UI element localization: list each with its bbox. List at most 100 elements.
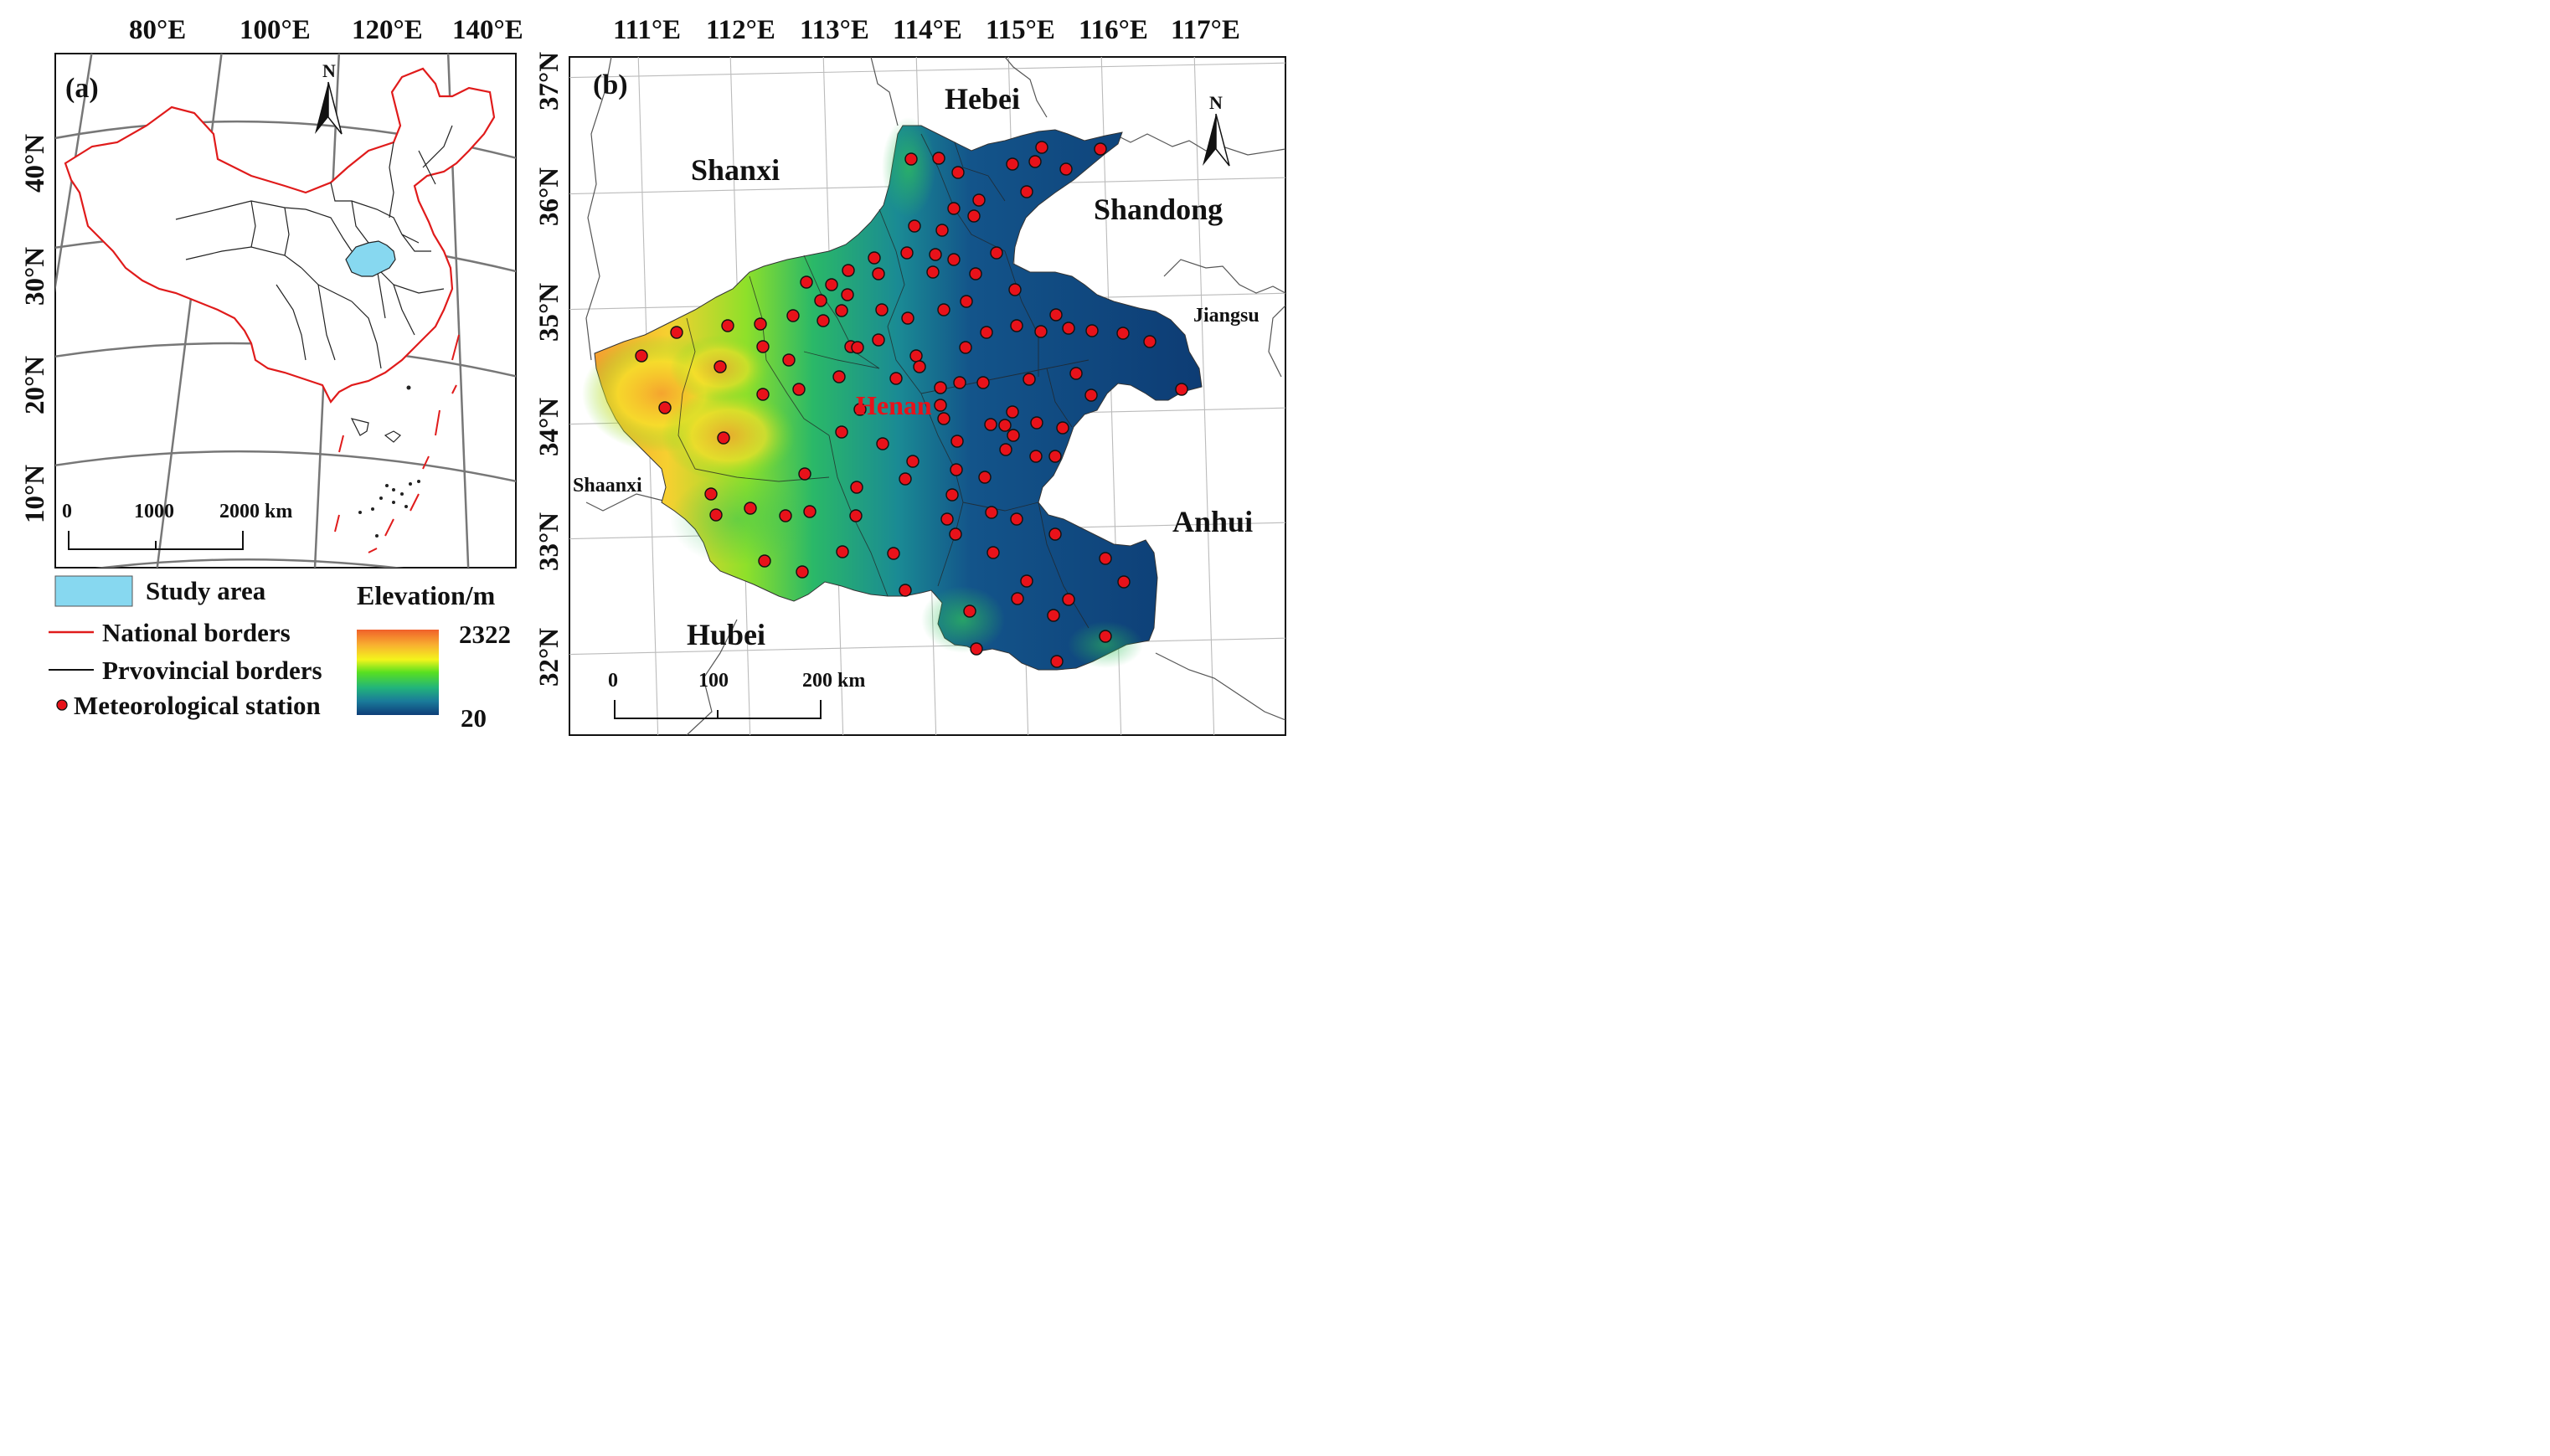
meteorological-station [1048, 450, 1062, 463]
meteorological-station [1175, 383, 1188, 396]
meteorological-station [1099, 552, 1112, 565]
meteorological-station [756, 340, 770, 353]
meteorological-station [842, 264, 855, 277]
lat-37n: 37°N [534, 52, 564, 111]
lon-116e: 116°E [1079, 15, 1148, 45]
meteorological-station [935, 224, 949, 237]
meteorological-station [876, 437, 889, 450]
lon-80e: 80°E [129, 15, 186, 45]
meteorological-station [998, 419, 1012, 432]
meteorological-station [1056, 421, 1069, 435]
lon-112e: 112°E [706, 15, 775, 45]
scale-b-0: 0 [608, 670, 618, 692]
meteorological-station [817, 314, 830, 327]
map-figure: (a) N 0 1000 2000 km 80°E 100°E 120°E 14… [20, 15, 1286, 736]
meteorological-station [953, 376, 966, 389]
meteorological-station [934, 381, 947, 394]
meteorological-station [800, 275, 813, 289]
meteorological-station [836, 545, 849, 558]
meteorological-station [1010, 319, 1023, 332]
meteorological-station [1049, 308, 1063, 322]
meteorological-station [1030, 416, 1043, 430]
china-outline [64, 67, 496, 404]
meteorological-station [937, 412, 950, 425]
lat-35n: 35°N [534, 283, 564, 342]
meteorological-station [1028, 155, 1042, 168]
scale-a-2000: 2000 km [219, 501, 292, 522]
north-arrow-b-icon [1203, 114, 1216, 166]
legend: Study area National borders Prvovincial … [49, 575, 511, 733]
meteorological-station [792, 383, 806, 396]
meteorological-station [1085, 324, 1099, 337]
lon-114e: 114°E [893, 15, 962, 45]
meteorological-station [670, 326, 683, 339]
meteorological-station [1011, 592, 1024, 605]
meteorological-station [1010, 512, 1023, 526]
legend-elevation-min: 20 [461, 703, 487, 733]
china-map [64, 67, 496, 553]
scale-a-1000: 1000 [134, 501, 174, 522]
lon-115e: 115°E [986, 15, 1055, 45]
meteorological-station [803, 505, 817, 518]
legend-station-label: Meteorological station [74, 691, 321, 720]
meteorological-station [1117, 575, 1131, 589]
meteorological-station [1020, 185, 1033, 198]
label-shanxi: Shanxi [691, 153, 780, 187]
meteorological-station [951, 166, 965, 179]
meteorological-station [945, 488, 959, 502]
meteorological-station [786, 309, 800, 322]
lat-40n: 40°N [20, 134, 50, 193]
lon-140e: 140°E [452, 15, 523, 45]
meteorological-station [1116, 327, 1130, 340]
meteorological-station [1034, 325, 1048, 338]
legend-study-area-swatch [54, 575, 133, 607]
lon-100e: 100°E [240, 15, 311, 45]
meteorological-station [796, 565, 809, 579]
figure: (a) N 0 1000 2000 km 80°E 100°E 120°E 14… [0, 0, 1294, 745]
meteorological-station [744, 502, 757, 515]
meteorological-station [853, 403, 867, 416]
meteorological-station [940, 512, 954, 526]
meteorological-station [1048, 527, 1062, 541]
meteorological-station [758, 554, 771, 568]
meteorological-station [798, 467, 811, 481]
meteorological-station [950, 463, 963, 476]
meteorological-station [963, 605, 976, 618]
label-shaanxi: Shaanxi [573, 475, 642, 496]
meteorological-station [835, 304, 848, 317]
meteorological-station [947, 253, 961, 266]
label-hubei: Hubei [687, 618, 765, 651]
meteorological-station [904, 152, 918, 166]
meteorological-station [926, 265, 940, 279]
scale-b-100: 100 [698, 670, 729, 692]
meteorological-station [1099, 630, 1112, 643]
meteorological-station [1047, 609, 1060, 622]
meteorological-station [950, 435, 964, 448]
panel-a-scale-bar: 0 1000 2000 km [62, 501, 292, 550]
meteorological-station [875, 303, 889, 316]
meteorological-station [934, 399, 947, 412]
meteorological-station [900, 246, 914, 260]
legend-provincial-label: Prvovincial borders [102, 656, 322, 685]
meteorological-station [851, 341, 864, 354]
station-layer [635, 141, 1188, 668]
meteorological-station [932, 152, 945, 165]
neighbor-province-borders [585, 57, 1285, 735]
meteorological-station [709, 508, 723, 522]
meteorological-station [969, 267, 982, 280]
meteorological-station [987, 546, 1000, 559]
meteorological-station [782, 353, 796, 367]
meteorological-station [972, 193, 986, 207]
panel-b-lat-labels: 37°N 36°N 35°N 34°N 33°N 32°N [534, 52, 564, 687]
meteorological-station [1069, 367, 1083, 380]
panel-a: (a) N 0 1000 2000 km 80°E 100°E 120°E 14… [20, 15, 523, 569]
meteorological-station [832, 370, 846, 383]
meteorological-station [1059, 162, 1073, 176]
panel-a-lon-labels: 80°E 100°E 120°E 140°E [129, 15, 523, 45]
meteorological-station [947, 202, 961, 215]
meteorological-station [849, 509, 863, 522]
study-area-henan [345, 240, 396, 277]
lon-111e: 111°E [613, 15, 681, 45]
scale-b-200: 200 km [802, 670, 865, 692]
meteorological-station [889, 372, 903, 385]
